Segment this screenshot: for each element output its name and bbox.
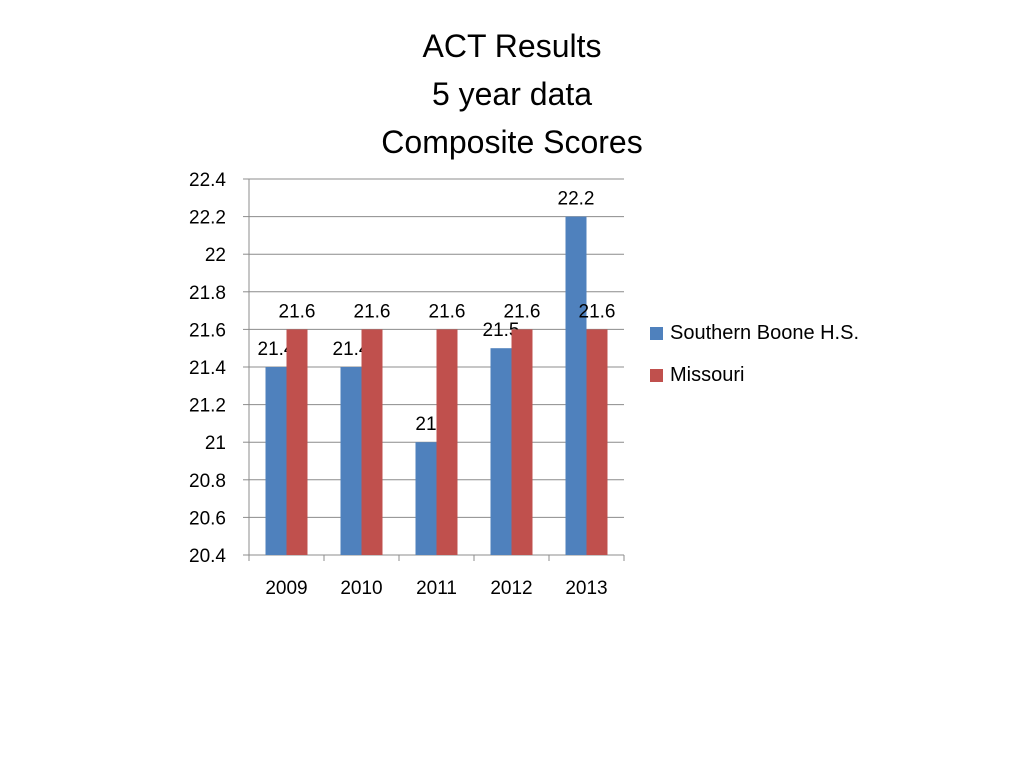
legend-label-southern-boone: Southern Boone H.S. xyxy=(670,322,860,344)
y-tick-label: 22.2 xyxy=(189,208,226,229)
data-label-southern-boone-h-s: 21.4 xyxy=(333,339,370,360)
bar-southern-boone-h-s xyxy=(415,442,437,555)
legend-item-missouri: Missouri xyxy=(650,360,870,390)
bar-southern-boone-h-s xyxy=(340,367,362,555)
y-tick-label: 21.6 xyxy=(189,320,226,341)
data-label-southern-boone-h-s: 21.5 xyxy=(483,320,520,341)
data-label-missouri: 21.6 xyxy=(354,301,391,322)
chart-title-line-3: Composite Scores xyxy=(381,124,643,160)
y-tick-label: 21.8 xyxy=(189,283,226,304)
data-label-missouri: 21.6 xyxy=(504,301,541,322)
y-tick-label: 21.2 xyxy=(189,396,226,417)
x-tick-label: 2010 xyxy=(340,578,382,599)
bar-southern-boone-h-s xyxy=(565,216,587,555)
x-tick-label: 2012 xyxy=(490,578,532,599)
legend-swatch-southern-boone xyxy=(650,327,663,340)
data-label-southern-boone-h-s: 21.4 xyxy=(258,339,295,360)
x-tick-label: 2011 xyxy=(416,578,457,599)
bar-southern-boone-h-s xyxy=(490,348,512,555)
x-tick-label: 2009 xyxy=(265,578,307,599)
chart-title-line-2: 5 year data xyxy=(431,76,593,112)
bar-missouri xyxy=(436,329,458,555)
y-tick-label: 22 xyxy=(205,245,226,266)
data-label-missouri: 21.6 xyxy=(429,301,466,322)
bar-missouri xyxy=(586,329,608,555)
data-label-southern-boone-h-s: 22.2 xyxy=(558,189,595,210)
data-label-missouri: 21.6 xyxy=(579,301,616,322)
legend-label-missouri: Missouri xyxy=(670,364,745,386)
data-label-southern-boone-h-s: 21 xyxy=(415,414,436,435)
y-tick-label: 21 xyxy=(205,433,226,454)
bar-missouri xyxy=(511,329,533,555)
chart-title: ACT Results 5 year data Composite Scores xyxy=(0,22,1024,166)
y-tick-label: 20.6 xyxy=(189,508,226,529)
bar-missouri xyxy=(361,329,383,555)
bar-southern-boone-h-s xyxy=(265,367,287,555)
y-tick-label: 20.4 xyxy=(189,546,226,567)
x-tick-label: 2013 xyxy=(565,578,607,599)
y-tick-label: 21.4 xyxy=(189,358,226,379)
chart-title-line-1: ACT Results xyxy=(422,28,602,64)
data-label-missouri: 21.6 xyxy=(279,301,316,322)
legend-item-southern-boone: Southern Boone H.S. xyxy=(650,318,870,348)
y-tick-label: 20.8 xyxy=(189,471,226,492)
chart-legend: Southern Boone H.S. Missouri xyxy=(650,318,870,402)
y-tick-label: 22.4 xyxy=(189,170,226,191)
bar-missouri xyxy=(286,329,308,555)
legend-swatch-missouri xyxy=(650,369,663,382)
